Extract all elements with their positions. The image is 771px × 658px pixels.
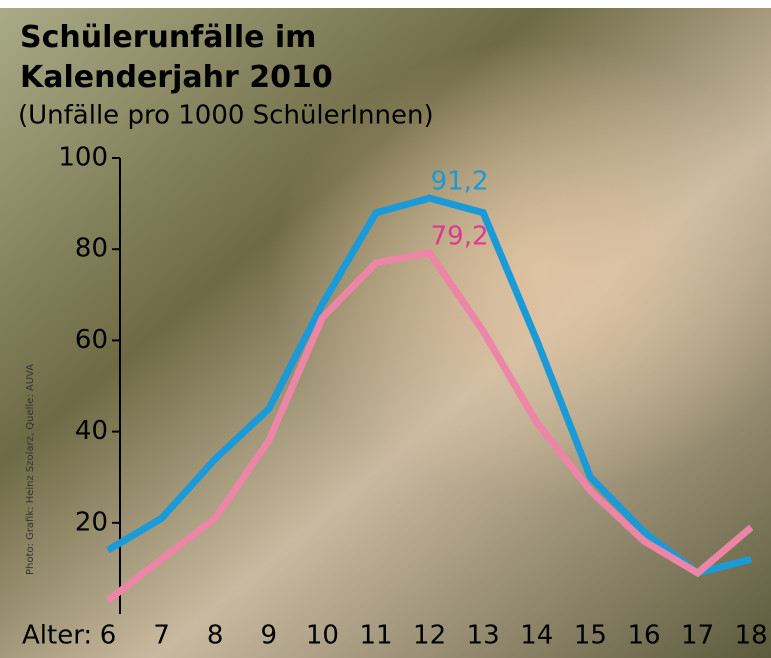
x-tick-label: 16: [627, 621, 660, 651]
x-tick-label: 8: [207, 621, 224, 651]
x-tick-label: 17: [681, 621, 714, 651]
x-axis-label: Alter:: [22, 621, 92, 651]
x-tick-label: 13: [467, 621, 500, 651]
x-tick-label: 14: [520, 621, 553, 651]
x-tick-label: 10: [306, 621, 339, 651]
x-tick-label: 6: [100, 621, 117, 651]
chart: Schülerunfälle imKalenderjahr 2010 (Unfä…: [0, 0, 771, 658]
y-tick-label: 20: [75, 507, 108, 537]
credit: Photo: Grafik: Heinz Szolarz, Quelle: AU…: [25, 364, 36, 575]
x-tick-label: 12: [413, 621, 446, 651]
x-tick-label: 15: [574, 621, 607, 651]
top-strip: [0, 0, 771, 8]
y-tick-label: 100: [58, 143, 108, 173]
y-tick-label: 80: [75, 234, 108, 264]
value-label: 79,2: [431, 221, 489, 251]
value-label: 91,2: [431, 167, 489, 197]
chart-subtitle: (Unfälle pro 1000 SchülerInnen): [18, 101, 434, 131]
y-tick-label: 40: [75, 416, 108, 446]
x-tick-label: 7: [153, 621, 170, 651]
x-tick-label: 18: [735, 621, 768, 651]
x-tick-label: 9: [261, 621, 278, 651]
y-tick-label: 60: [75, 325, 108, 355]
x-tick-label: 11: [359, 621, 392, 651]
